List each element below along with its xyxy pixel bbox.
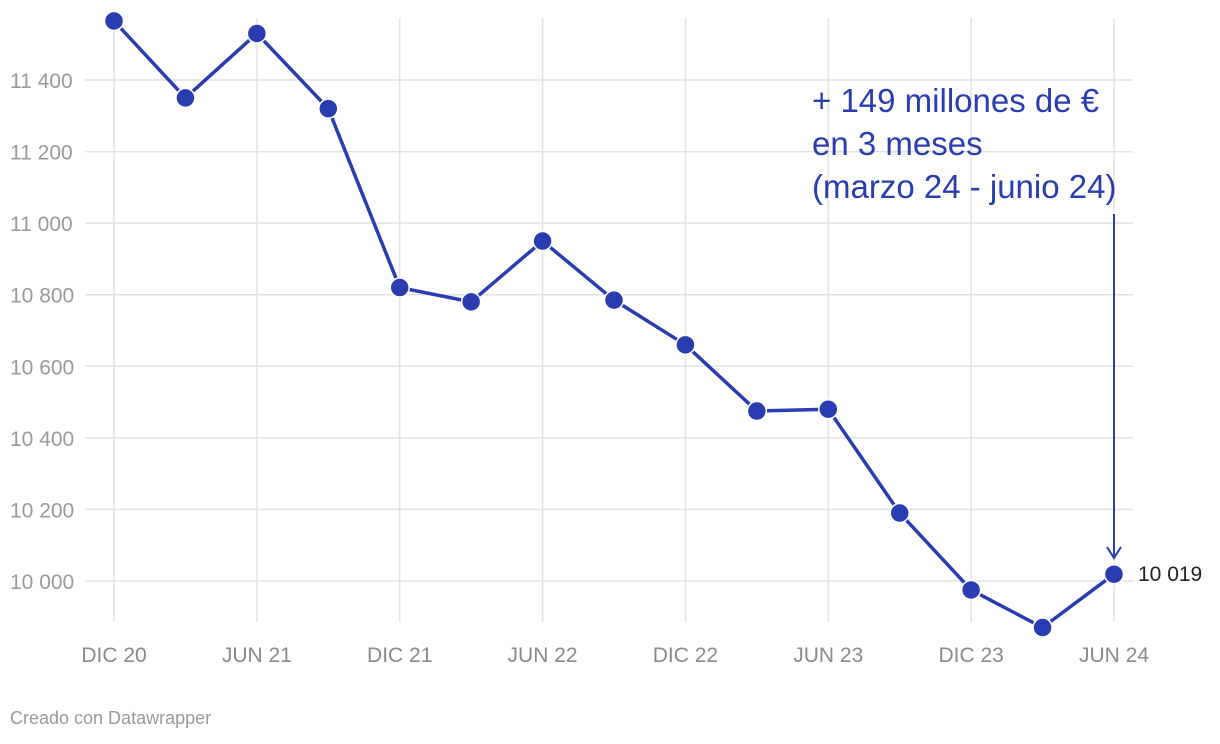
y-tick-label: 10 800 bbox=[10, 285, 74, 308]
y-tick-label: 10 600 bbox=[10, 356, 74, 379]
x-tick-label: DIC 22 bbox=[653, 644, 718, 667]
data-point bbox=[460, 291, 482, 313]
x-gridlines bbox=[113, 18, 1115, 622]
data-point bbox=[532, 230, 553, 252]
annotation-line-3: (marzo 24 - junio 24) bbox=[812, 168, 1116, 205]
data-point bbox=[746, 400, 768, 422]
line-chart: 10 000 10 200 10 400 10 600 10 800 11 000 11 2… bbox=[10, 10, 1202, 667]
x-tick-label: JUN 22 bbox=[508, 644, 578, 667]
annotation-line-1: + 149 millones de € bbox=[812, 82, 1099, 119]
annotation-line-2: en 3 meses bbox=[812, 125, 983, 162]
data-point bbox=[818, 398, 839, 420]
x-tick-label: DIC 21 bbox=[367, 644, 432, 667]
data-point bbox=[889, 502, 910, 524]
data-point bbox=[675, 334, 696, 356]
y-tick-label: 10 200 bbox=[10, 499, 74, 522]
x-tick-label: JUN 21 bbox=[222, 644, 292, 667]
x-axis-ticks: DIC 20 JUN 21 DIC 21 JUN 22 DIC 22 JUN 23 DIC … bbox=[81, 644, 1149, 667]
data-point bbox=[603, 289, 625, 311]
annotation-arrowhead bbox=[1106, 546, 1122, 560]
y-axis-ticks: 10 000 10 200 10 400 10 600 10 800 11 000 11 2… bbox=[10, 70, 74, 594]
y-tick-label: 11 200 bbox=[10, 142, 73, 165]
y-tick-label: 10 000 bbox=[10, 571, 74, 594]
data-point bbox=[246, 23, 268, 44]
data-point bbox=[1032, 617, 1053, 638]
data-point bbox=[103, 10, 125, 32]
data-point bbox=[1103, 563, 1125, 585]
y-tick-label: 10 400 bbox=[10, 428, 74, 451]
x-tick-label: JUN 24 bbox=[1079, 644, 1149, 667]
x-tick-label: JUN 23 bbox=[793, 644, 863, 667]
annotation: + 149 millones de € en 3 meses (marzo 24… bbox=[812, 82, 1122, 560]
credit-text: Creado con Datawrapper bbox=[10, 708, 212, 728]
data-point bbox=[960, 579, 982, 601]
x-tick-label: DIC 20 bbox=[81, 644, 146, 667]
y-tick-label: 11 000 bbox=[10, 213, 73, 236]
data-point bbox=[175, 87, 196, 109]
y-tick-label: 11 400 bbox=[10, 70, 73, 93]
data-point bbox=[389, 277, 410, 298]
data-point bbox=[318, 98, 339, 119]
last-value-label: 10 019 bbox=[1138, 563, 1202, 586]
data-points bbox=[103, 10, 1125, 638]
x-tick-label: DIC 23 bbox=[938, 644, 1003, 667]
